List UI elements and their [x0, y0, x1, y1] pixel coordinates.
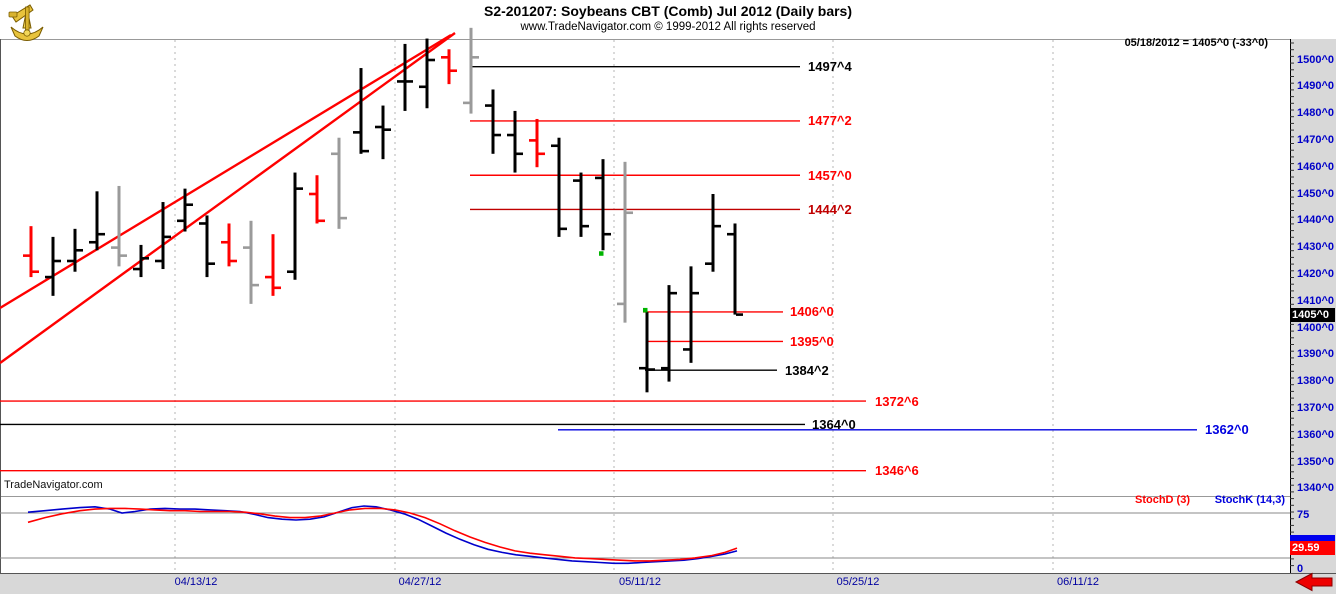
ohlc-bar — [529, 118, 545, 168]
level-label-1364^0: 1364^0 — [812, 416, 856, 432]
ohlc-bar — [485, 89, 501, 154]
stoch-line-StochD (3) — [27, 507, 738, 562]
price-axis-strip — [1290, 39, 1336, 573]
date-axis-label: 04/13/12 — [174, 576, 218, 588]
date-axis-label: 06/11/12 — [1056, 576, 1100, 588]
level-label-1477^2: 1477^2 — [808, 113, 852, 129]
ohlc-bar — [507, 110, 523, 173]
ohlc-bar — [111, 185, 127, 267]
ohlc-bar — [265, 234, 281, 296]
chart-title: S2-201207: Soybeans CBT (Comb) Jul 2012 … — [483, 3, 853, 19]
ohlc-bar — [705, 194, 721, 272]
ohlc-bar — [309, 175, 325, 224]
price-axis-label: 1440^0 — [1297, 214, 1335, 227]
watermark: TradeNavigator.com — [4, 479, 103, 491]
ohlc-bar — [23, 226, 39, 278]
price-axis-label: 1470^0 — [1297, 133, 1335, 146]
price-axis-label: 1430^0 — [1297, 241, 1335, 254]
ohlc-bar — [375, 105, 391, 160]
ohlc-bar — [45, 236, 61, 296]
price-axis-label: 1480^0 — [1297, 107, 1335, 120]
level-label-1444^2: 1444^2 — [808, 201, 852, 217]
legend-stochd[interactable]: StochD (3) — [1135, 494, 1190, 506]
ohlc-bar — [287, 172, 303, 280]
ohlc-bar — [573, 172, 589, 237]
price-axis-label: 1500^0 — [1297, 53, 1335, 66]
ohlc-bar — [661, 285, 677, 382]
ohlc-bar — [595, 159, 611, 256]
date-axis-label: 04/27/12 — [398, 576, 442, 588]
ohlc-bar — [177, 188, 193, 232]
price-axis-label: 1370^0 — [1297, 401, 1335, 414]
ohlc-bar — [617, 161, 633, 323]
ohlc-bar — [199, 215, 215, 278]
ohlc-bar — [155, 202, 171, 270]
ohlc-bar — [551, 137, 567, 237]
trendline[interactable] — [0, 33, 452, 310]
ohlc-bar — [353, 68, 369, 154]
ohlc-bar — [221, 223, 237, 267]
ohlc-bar — [397, 43, 413, 111]
level-label-1497^4: 1497^4 — [808, 59, 852, 75]
price-axis-label: 1340^0 — [1297, 482, 1335, 495]
stoch-line-StochK (14,3) — [27, 505, 738, 565]
ohlc-bar — [441, 49, 457, 85]
date-axis-strip — [0, 573, 1336, 594]
level-label-1406^0: 1406^0 — [790, 304, 834, 320]
ohlc-bar — [331, 137, 347, 229]
price-axis-label: 1420^0 — [1297, 267, 1335, 280]
ohlc-bar — [67, 228, 83, 272]
stoch-axis-0: 0 — [1297, 563, 1304, 575]
ohlc-bar — [639, 307, 655, 393]
stochd-value-badge: 29.59 — [1290, 541, 1335, 555]
level-label-1395^0: 1395^0 — [790, 333, 834, 349]
level-label-1346^6: 1346^6 — [875, 463, 919, 479]
ohlc-bar — [243, 220, 259, 304]
price-axis-label: 1400^0 — [1297, 321, 1335, 334]
price-axis-label: 1460^0 — [1297, 160, 1335, 173]
stoch-axis-75: 75 — [1297, 509, 1310, 521]
sextant-logo-icon[interactable] — [6, 2, 48, 42]
price-axis-label: 1490^0 — [1297, 80, 1335, 93]
date-axis-label: 05/25/12 — [836, 576, 880, 588]
ohlc-bar — [419, 38, 435, 109]
current-price-badge: 1405^0 — [1290, 307, 1335, 322]
price-axis-label: 1360^0 — [1297, 428, 1335, 441]
ohlc-bar — [683, 266, 699, 363]
price-axis-label: 1380^0 — [1297, 375, 1335, 388]
chart-subtitle: www.TradeNavigator.com © 1999-2012 All r… — [520, 21, 816, 33]
price-axis-label: 1350^0 — [1297, 455, 1335, 468]
price-axis-label: 1410^0 — [1297, 294, 1335, 307]
ohlc-bar — [463, 27, 479, 114]
ohlc-bar — [133, 244, 149, 278]
stochk-value-badge — [1290, 535, 1335, 544]
legend-stochk[interactable]: StochK (14,3) — [1214, 494, 1285, 506]
ohlc-bar — [727, 223, 743, 316]
last-bar-info: 05/18/2012 = 1405^0 (-33^0) — [1124, 37, 1268, 49]
pivot-high-marker — [643, 307, 648, 313]
pivot-low-marker — [599, 251, 604, 256]
ohlc-bar — [89, 191, 105, 251]
level-label-1457^0: 1457^0 — [808, 167, 852, 183]
level-label-1384^2: 1384^2 — [785, 362, 829, 378]
level-label-1372^6: 1372^6 — [875, 393, 919, 409]
level-label-1362^0: 1362^0 — [1205, 422, 1249, 438]
trendline[interactable] — [0, 32, 456, 364]
price-axis-label: 1390^0 — [1297, 348, 1335, 361]
price-axis-label: 1450^0 — [1297, 187, 1335, 200]
date-axis-label: 05/11/12 — [618, 576, 662, 588]
scroll-left-arrow-button[interactable] — [1294, 572, 1333, 592]
